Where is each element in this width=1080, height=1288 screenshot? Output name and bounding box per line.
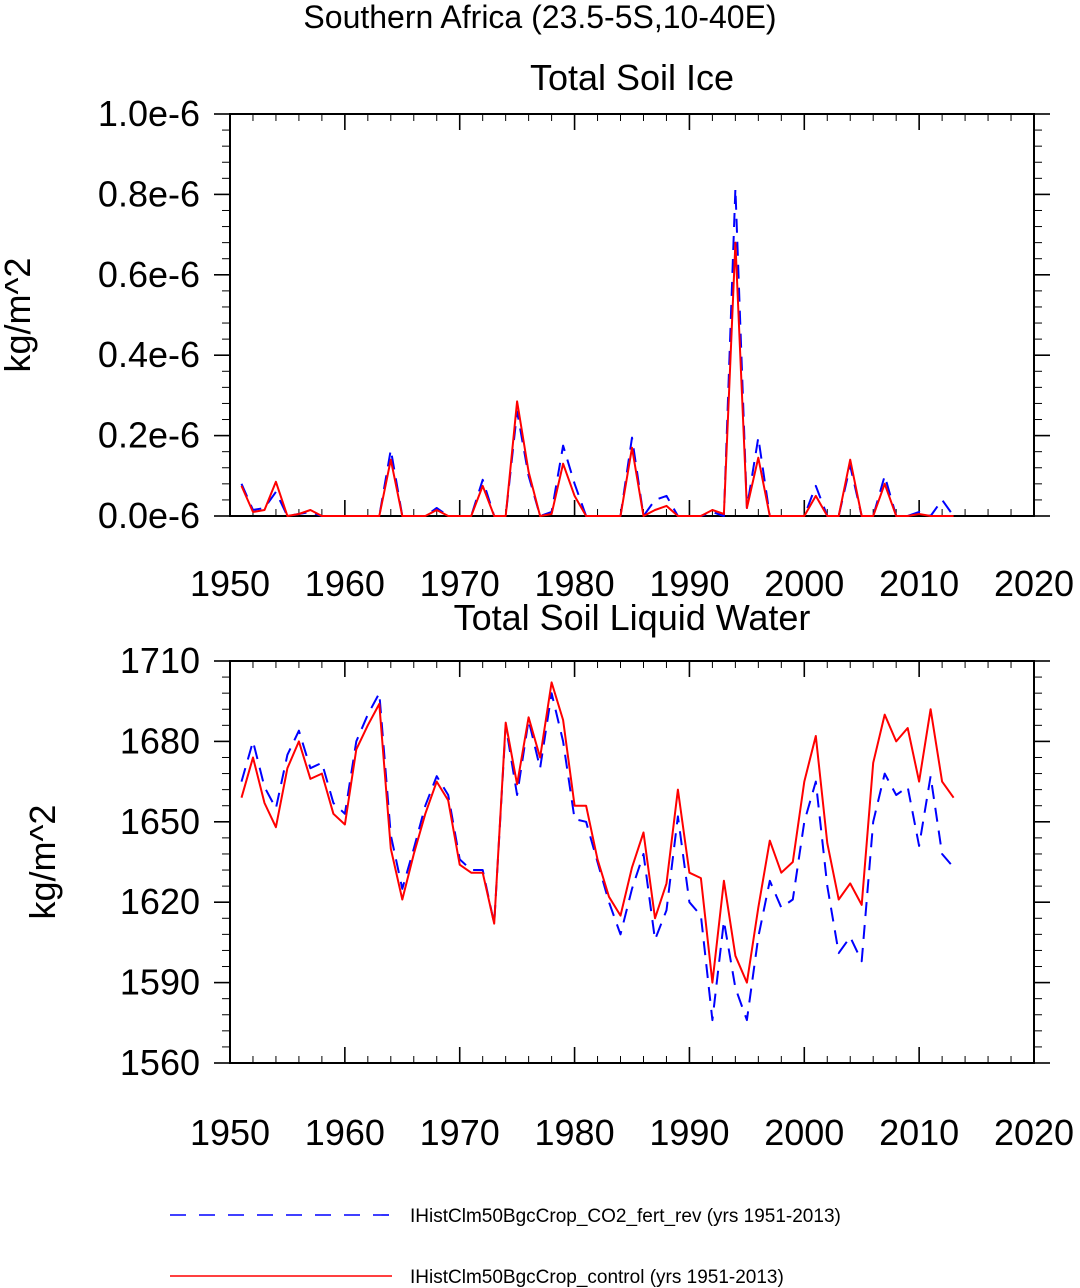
series-line-control (240, 241, 954, 517)
x-tick-label: 2020 (994, 1112, 1074, 1153)
y-axis-label: kg/m^2 (0, 258, 38, 373)
y-tick-label: 1710 (120, 640, 200, 681)
x-tick-label: 2000 (764, 1112, 844, 1153)
y-tick-label: 1590 (120, 962, 200, 1003)
y-axis-label: kg/m^2 (22, 805, 63, 920)
y-tick-label: 0.4e-6 (98, 334, 200, 375)
x-tick-label: 1970 (420, 1112, 500, 1153)
x-tick-label: 2010 (879, 1112, 959, 1153)
y-tick-label: 1650 (120, 801, 200, 842)
panel-title: Total Soil Ice (530, 57, 734, 98)
series-line-co2-fert (240, 187, 955, 517)
plot-frame (229, 113, 1035, 517)
y-tick-label: 0.6e-6 (98, 254, 200, 295)
x-tick-label: 1950 (190, 563, 270, 604)
legend-label-control: IHistClm50BgcCrop_control (yrs 1951-2013… (410, 1267, 784, 1288)
x-tick-label: 1960 (305, 1112, 385, 1153)
x-tick-label: 1970 (420, 563, 500, 604)
panel-title: Total Soil Liquid Water (454, 597, 811, 638)
panel-total-soil-ice: Total Soil Ice kg/m^2 1950 1960 1970 1980 1990… (0, 57, 1074, 604)
plot-frame (229, 660, 1035, 1064)
y-tick-label: 1620 (120, 881, 200, 922)
y-tick-label: 1.0e-6 (98, 93, 200, 134)
x-tick-label: 2020 (994, 563, 1074, 604)
panel-total-soil-liquid-water: Total Soil Liquid Water kg/m^2 1950 1960 197… (22, 597, 1074, 1153)
y-tick-label: 1560 (120, 1042, 200, 1083)
y-tick-label: 1680 (120, 720, 200, 761)
x-tick-label: 2010 (879, 563, 959, 604)
x-tick-label: 1960 (305, 563, 385, 604)
x-tick-label: 1980 (535, 563, 615, 604)
legend: IHistClm50BgcCrop_CO2_fert_rev (yrs 1951… (170, 1206, 841, 1288)
x-tick-label: 2000 (764, 563, 844, 604)
x-tick-label: 1990 (649, 1112, 729, 1153)
figure-title: Southern Africa (23.5-5S,10-40E) (303, 0, 776, 35)
y-tick-label: 0.0e-6 (98, 495, 200, 536)
legend-label-co2-fert: IHistClm50BgcCrop_CO2_fert_rev (yrs 1951… (410, 1206, 841, 1227)
x-tick-label: 1980 (535, 1112, 615, 1153)
x-tick-label: 1990 (649, 563, 729, 604)
x-tick-label: 1950 (190, 1112, 270, 1153)
y-tick-label: 0.8e-6 (98, 173, 200, 214)
series-line-control (240, 681, 955, 984)
y-tick-label: 0.2e-6 (98, 415, 200, 456)
